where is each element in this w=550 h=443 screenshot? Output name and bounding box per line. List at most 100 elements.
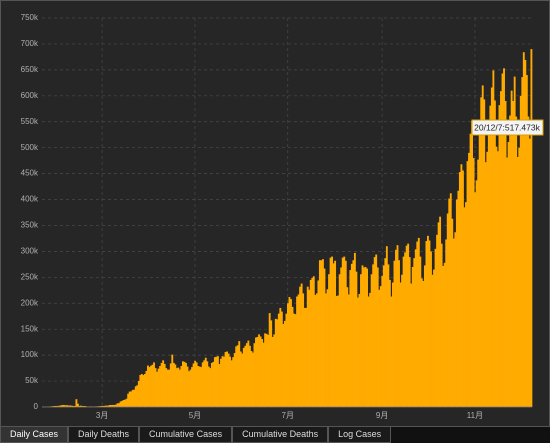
bar [312,276,315,407]
bar [513,76,516,407]
x-tick-label: 7月 [282,411,294,420]
bar [238,341,241,407]
bar [185,362,187,407]
bar [395,249,397,407]
bar [255,337,257,407]
tab[interactable]: Cumulative Deaths [232,427,329,443]
bar [52,406,55,407]
bar [519,95,522,408]
bar [458,172,461,407]
y-tick-label: 100k [21,350,39,359]
bar [177,367,180,407]
bar [262,342,265,407]
bar [99,406,102,407]
bar [268,313,271,407]
bar [215,356,218,407]
bar [495,146,498,407]
bar [276,319,279,407]
bar [423,265,426,407]
bar [171,354,174,407]
bar [189,369,192,407]
bar [462,170,464,407]
bar [299,286,302,407]
bar [259,336,262,407]
bar [474,192,477,407]
bar [427,235,429,407]
bar [492,70,495,408]
bar [527,116,530,408]
bar [449,193,452,407]
bar [57,405,60,407]
bar [493,100,496,407]
bar [439,216,442,407]
bar [487,130,490,408]
bar [420,278,423,407]
tab[interactable]: Cumulative Cases [139,427,233,443]
bar [387,264,390,407]
bar [452,238,455,407]
bar [108,404,111,407]
tab[interactable]: Daily Deaths [68,427,140,443]
bar [370,274,373,407]
bar [398,260,400,407]
bar [70,405,73,407]
bar [501,73,504,408]
bar [498,105,501,408]
bar [226,351,229,407]
bar [376,267,379,407]
bar [153,362,155,407]
tooltip: 20/12/7:517.473k [471,119,544,136]
bar [271,336,274,407]
tab[interactable]: Log Cases [328,427,392,443]
bar [258,334,260,407]
bar [125,398,128,407]
bar [349,270,352,407]
bar [207,366,210,407]
bar [139,374,142,407]
bar [183,361,186,407]
bar [303,307,306,407]
bar [182,361,184,407]
bar [265,333,268,407]
tab[interactable]: Daily Cases [0,427,69,443]
bar [471,120,474,408]
bar [166,369,169,407]
bar [300,283,303,407]
bar [133,389,136,407]
x-tick-label: 11月 [467,411,483,420]
bar [227,353,230,407]
y-tick-label: 300k [21,247,39,256]
bar [58,405,61,407]
x-tick-label: 3月 [96,411,108,420]
bar [317,280,320,407]
bar [270,320,273,407]
x-tick-label: 5月 [189,411,201,420]
bar [61,404,64,407]
bar [425,241,428,407]
bar [160,362,163,407]
bar [302,293,305,407]
bar [443,262,446,407]
bar [405,245,408,407]
bar [148,367,151,407]
bar [500,91,502,407]
bar [343,256,346,407]
bar [340,267,343,407]
bar [279,307,282,407]
bar [128,391,131,407]
bar [411,266,414,407]
bar [337,295,340,407]
bar [244,345,247,407]
bar [434,248,437,407]
bar [402,256,405,407]
bar [67,405,70,407]
bar [314,294,317,407]
bar [233,353,236,407]
bar [446,213,449,407]
bar [157,368,160,407]
bar [414,249,417,407]
bar [454,232,457,407]
bar [130,391,133,407]
bar [509,115,512,407]
bar [530,49,533,408]
